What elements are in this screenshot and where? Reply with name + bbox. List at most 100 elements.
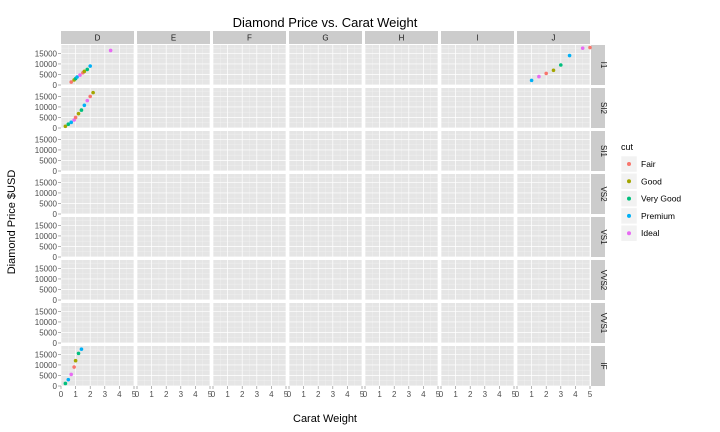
facet-strip-g bbox=[289, 31, 362, 44]
data-point bbox=[76, 351, 81, 356]
y-tick-label: 10000 bbox=[35, 146, 58, 155]
facet-strip-label: E bbox=[171, 34, 176, 43]
y-tick-label: 5000 bbox=[39, 285, 57, 294]
y-tick-label: 15000 bbox=[35, 264, 58, 273]
facet-strip-i bbox=[441, 31, 514, 44]
data-point bbox=[66, 122, 71, 127]
legend: cut Fair Good Very Good Premium Ideal bbox=[620, 142, 681, 242]
y-tick-label: 0 bbox=[53, 167, 58, 176]
y-tick-label: 0 bbox=[53, 382, 58, 391]
y-tick-label: 15000 bbox=[35, 92, 58, 101]
x-tick-label: 5 bbox=[208, 390, 213, 399]
x-tick-label: 3 bbox=[103, 390, 108, 399]
y-tick-label: 10000 bbox=[35, 361, 58, 370]
facet-strip-label: SI2 bbox=[599, 102, 608, 115]
y-tick-label: 5000 bbox=[39, 156, 57, 165]
x-tick-label: 2 bbox=[392, 390, 397, 399]
facet-strip-vs1 bbox=[591, 217, 605, 257]
facet-strip-label: VS1 bbox=[599, 229, 608, 245]
legend-label: Good bbox=[641, 176, 662, 186]
x-tick-label: 3 bbox=[255, 390, 260, 399]
data-point bbox=[79, 108, 84, 112]
y-tick-label: 0 bbox=[53, 81, 58, 90]
x-tick-label: 5 bbox=[360, 390, 365, 399]
y-tick-label: 10000 bbox=[35, 318, 58, 327]
data-point bbox=[69, 372, 74, 377]
y-tick-label: 5000 bbox=[39, 328, 57, 337]
legend-swatch bbox=[627, 179, 631, 184]
y-tick-label: 10000 bbox=[35, 232, 58, 241]
y-axis-title: Diamond Price $USD bbox=[6, 170, 18, 275]
facet-strip-label: SI1 bbox=[599, 145, 608, 158]
y-tick-label: 15000 bbox=[35, 350, 58, 359]
data-point bbox=[63, 381, 68, 386]
facet-strip-j bbox=[517, 31, 590, 44]
x-tick-label: 4 bbox=[193, 390, 198, 399]
x-tick-label: 1 bbox=[225, 390, 230, 399]
x-tick-label: 2 bbox=[88, 390, 93, 399]
facet-strip-f bbox=[213, 31, 286, 44]
facet-strip-if bbox=[591, 346, 605, 386]
x-tick-label: 4 bbox=[117, 390, 122, 399]
x-tick-label: 0 bbox=[59, 390, 64, 399]
data-point bbox=[66, 377, 71, 382]
data-point bbox=[76, 111, 81, 116]
facet-strip-e bbox=[137, 31, 210, 44]
x-tick-label: 0 bbox=[515, 390, 520, 399]
x-tick-label: 5 bbox=[512, 390, 517, 399]
x-tick-label: 0 bbox=[211, 390, 216, 399]
y-tick-label: 5000 bbox=[39, 242, 57, 251]
y-tick-label: 5000 bbox=[39, 371, 57, 380]
y-tick-label: 10000 bbox=[35, 275, 58, 284]
data-point bbox=[567, 53, 572, 58]
facet-strip-label: H bbox=[399, 34, 405, 43]
facet-strip-label: D bbox=[95, 34, 101, 43]
x-axis-title: Carat Weight bbox=[293, 413, 357, 425]
data-point bbox=[82, 69, 87, 74]
data-point bbox=[529, 78, 534, 83]
y-tick-label: 10000 bbox=[35, 103, 58, 112]
x-tick-label: 1 bbox=[377, 390, 382, 399]
data-point bbox=[75, 75, 79, 79]
y-tick-label: 0 bbox=[53, 253, 58, 262]
legend-swatch bbox=[627, 213, 631, 218]
x-tick-label: 4 bbox=[345, 390, 350, 399]
data-point bbox=[91, 90, 95, 95]
data-point bbox=[85, 98, 90, 103]
x-tick-label: 1 bbox=[301, 390, 306, 399]
legend-swatch bbox=[627, 196, 631, 201]
legend-label: Fair bbox=[641, 159, 656, 169]
x-tick-label: 1 bbox=[73, 390, 78, 399]
data-point bbox=[559, 63, 563, 67]
x-tick-label: 2 bbox=[240, 390, 245, 399]
y-tick-label: 15000 bbox=[35, 49, 58, 58]
facet-strip-label: F bbox=[247, 34, 252, 43]
x-tick-label: 4 bbox=[573, 390, 578, 399]
legend-title: cut bbox=[621, 142, 634, 152]
x-tick-label: 0 bbox=[287, 390, 292, 399]
data-point bbox=[85, 67, 90, 72]
x-tick-label: 0 bbox=[135, 390, 140, 399]
y-tick-label: 10000 bbox=[35, 189, 58, 198]
data-point bbox=[69, 80, 74, 84]
legend-swatch bbox=[627, 162, 631, 166]
facet-strip-label: VVS1 bbox=[599, 313, 608, 334]
x-tick-label: 4 bbox=[269, 390, 274, 399]
facet-strip-i1 bbox=[591, 45, 605, 85]
x-tick-label: 4 bbox=[421, 390, 426, 399]
x-tick-label: 1 bbox=[529, 390, 534, 399]
y-tick-label: 5000 bbox=[39, 113, 57, 122]
y-tick-label: 0 bbox=[53, 296, 58, 305]
facet-strip-vvs2 bbox=[591, 260, 605, 300]
data-point bbox=[551, 68, 556, 73]
data-point bbox=[63, 124, 68, 129]
facet-strip-label: IF bbox=[599, 362, 608, 369]
legend-label: Ideal bbox=[641, 228, 660, 238]
x-tick-label: 3 bbox=[483, 390, 488, 399]
facet-strip-vvs1 bbox=[591, 303, 605, 343]
x-tick-label: 4 bbox=[497, 390, 502, 399]
x-tick-label: 5 bbox=[132, 390, 137, 399]
facet-strip-label: I1 bbox=[599, 62, 608, 69]
facet-strip-label: I bbox=[476, 34, 478, 43]
